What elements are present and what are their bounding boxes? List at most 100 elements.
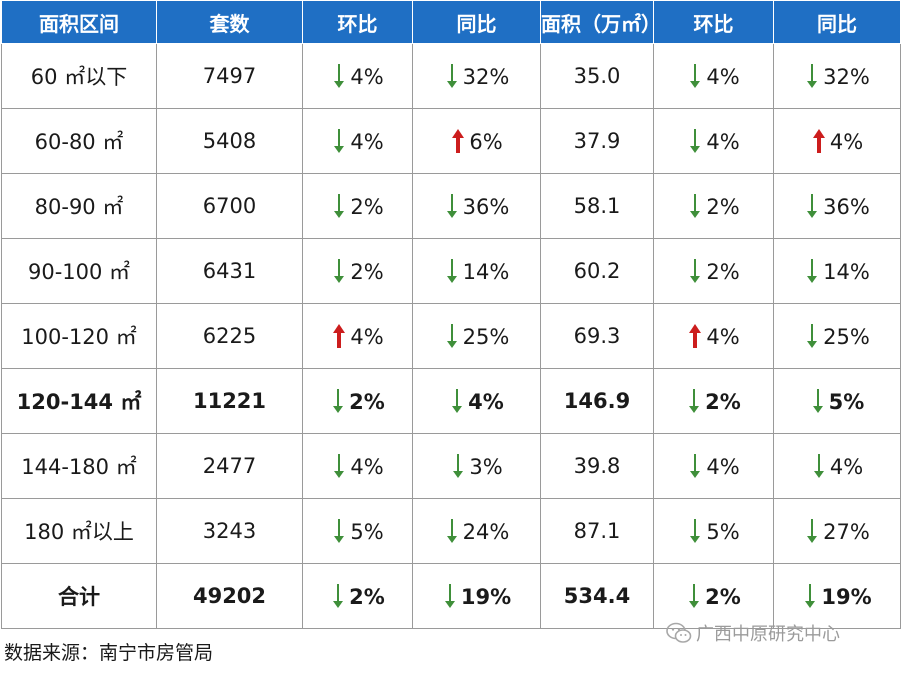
count-mom-cell-value: 4% [350, 325, 384, 349]
arrow-up-icon [452, 129, 465, 153]
count-mom-cell: 2% [302, 173, 413, 239]
area-range-cell: 60-80 ㎡ [1, 108, 157, 174]
area-mom-cell-value: 2% [706, 260, 740, 284]
count-yoy-cell-value: 4% [468, 390, 504, 414]
arrow-down-icon [690, 519, 701, 543]
area-yoy-cell: 14% [773, 238, 901, 304]
area-yoy-cell: 36% [773, 173, 901, 239]
arrow-down-icon [690, 194, 701, 218]
count-mom-cell-value: 4% [350, 130, 384, 154]
arrow-down-icon [452, 389, 463, 413]
arrow-down-icon [334, 259, 345, 283]
count-yoy-cell: 4% [412, 368, 541, 434]
arrow-down-icon [333, 584, 344, 608]
area-cell: 37.9 [540, 108, 654, 174]
count-yoy-cell: 32% [412, 43, 541, 109]
area-cell: 58.1 [540, 173, 654, 239]
area-yoy-cell-value: 27% [823, 520, 870, 544]
count-mom-cell: 2% [302, 238, 413, 304]
count-mom-cell-value: 2% [349, 390, 385, 414]
area-range-cell: 144-180 ㎡ [1, 433, 157, 499]
header-area-mom: 环比 [653, 1, 774, 44]
count-yoy-cell-value: 25% [462, 325, 510, 349]
count-mom-cell-value: 2% [350, 195, 384, 219]
area-mom-cell-value: 2% [706, 195, 740, 219]
area-cell: 146.9 [540, 368, 654, 434]
count-yoy-cell-value: 36% [462, 195, 510, 219]
count-cell: 6225 [156, 303, 303, 369]
arrow-down-icon [807, 324, 818, 348]
arrow-down-icon [807, 194, 818, 218]
count-yoy-cell-value: 6% [469, 130, 503, 154]
table-row: 90-100 ㎡ 6431 2% 14% 60.2 2% 14% [1, 238, 901, 304]
area-mom-cell: 2% [653, 173, 774, 239]
table-row: 60 ㎡以下 7497 4% 32% 35.0 4% 32% [1, 43, 901, 109]
area-yoy-cell-value: 14% [823, 260, 870, 284]
arrow-up-icon [812, 129, 825, 153]
arrow-down-icon [690, 454, 701, 478]
arrow-down-icon [446, 324, 457, 348]
count-mom-cell-value: 2% [349, 585, 385, 609]
area-yoy-cell: 4% [773, 433, 901, 499]
area-mom-cell: 2% [653, 368, 774, 434]
area-cell: 39.8 [540, 433, 654, 499]
arrow-down-icon [807, 519, 818, 543]
count-yoy-cell-value: 3% [469, 455, 503, 479]
header-count-yoy: 同比 [412, 1, 541, 44]
area-mom-cell-value: 4% [706, 130, 740, 154]
count-cell: 49202 [156, 563, 303, 629]
count-mom-cell: 4% [302, 303, 413, 369]
arrow-down-icon [807, 259, 818, 283]
table-row: 80-90 ㎡ 6700 2% 36% 58.1 2% 36% [1, 173, 901, 239]
arrow-down-icon [334, 519, 345, 543]
watermark-text: 广西中原研究中心 [696, 624, 840, 645]
count-mom-cell: 2% [302, 368, 413, 434]
count-yoy-cell: 14% [412, 238, 541, 304]
area-range-cell: 100-120 ㎡ [1, 303, 157, 369]
area-mom-cell-value: 4% [706, 325, 740, 349]
area-mom-cell: 4% [653, 43, 774, 109]
total-row: 合计 49202 2% 19% 534.4 2% 19% [1, 563, 901, 629]
area-mom-cell-value: 2% [705, 390, 741, 414]
count-cell: 11221 [156, 368, 303, 434]
area-yoy-cell: 32% [773, 43, 901, 109]
transaction-table: 面积区间 套数 环比 同比 面积（万㎡） 环比 同比 60 ㎡以下 7497 4% 3… [1, 1, 901, 629]
arrow-down-icon [333, 389, 344, 413]
area-yoy-cell: 4% [773, 108, 901, 174]
data-source-note: 数据来源：南宁市房管局 [4, 642, 214, 664]
count-cell: 7497 [156, 43, 303, 109]
count-yoy-cell-value: 19% [460, 585, 512, 609]
arrow-down-icon [690, 259, 701, 283]
table-row: 144-180 ㎡ 2477 4% 3% 39.8 4% 4% [1, 433, 901, 499]
arrow-down-icon [807, 64, 818, 88]
area-mom-cell-value: 4% [706, 455, 740, 479]
count-cell: 6431 [156, 238, 303, 304]
area-yoy-cell-value: 19% [821, 585, 872, 609]
area-yoy-cell: 5% [773, 368, 901, 434]
count-yoy-cell-value: 14% [462, 260, 510, 284]
area-cell: 35.0 [540, 43, 654, 109]
arrow-down-icon [446, 259, 457, 283]
arrow-down-icon [444, 584, 455, 608]
area-yoy-cell-value: 4% [829, 455, 864, 479]
area-cell: 69.3 [540, 303, 654, 369]
area-mom-cell-value: 2% [705, 585, 741, 609]
area-yoy-cell: 27% [773, 498, 901, 564]
count-cell: 5408 [156, 108, 303, 174]
area-yoy-cell-value: 32% [823, 65, 870, 89]
count-yoy-cell: 6% [412, 108, 541, 174]
table-row: 60-80 ㎡ 5408 4% 6% 37.9 4% 4% [1, 108, 901, 174]
count-mom-cell: 4% [302, 433, 413, 499]
count-mom-cell-value: 4% [350, 65, 384, 89]
count-yoy-cell: 19% [412, 563, 541, 629]
table-row: 120-144 ㎡ 11221 2% 4% 146.9 2% 5% [1, 368, 901, 434]
count-cell: 2477 [156, 433, 303, 499]
watermark: 广西中原研究中心 [666, 620, 840, 646]
arrow-down-icon [690, 129, 701, 153]
arrow-down-icon [334, 194, 345, 218]
count-yoy-cell: 25% [412, 303, 541, 369]
arrow-up-icon [689, 324, 702, 348]
arrow-down-icon [446, 194, 457, 218]
count-yoy-cell-value: 32% [462, 65, 510, 89]
count-mom-cell-value: 4% [350, 455, 384, 479]
